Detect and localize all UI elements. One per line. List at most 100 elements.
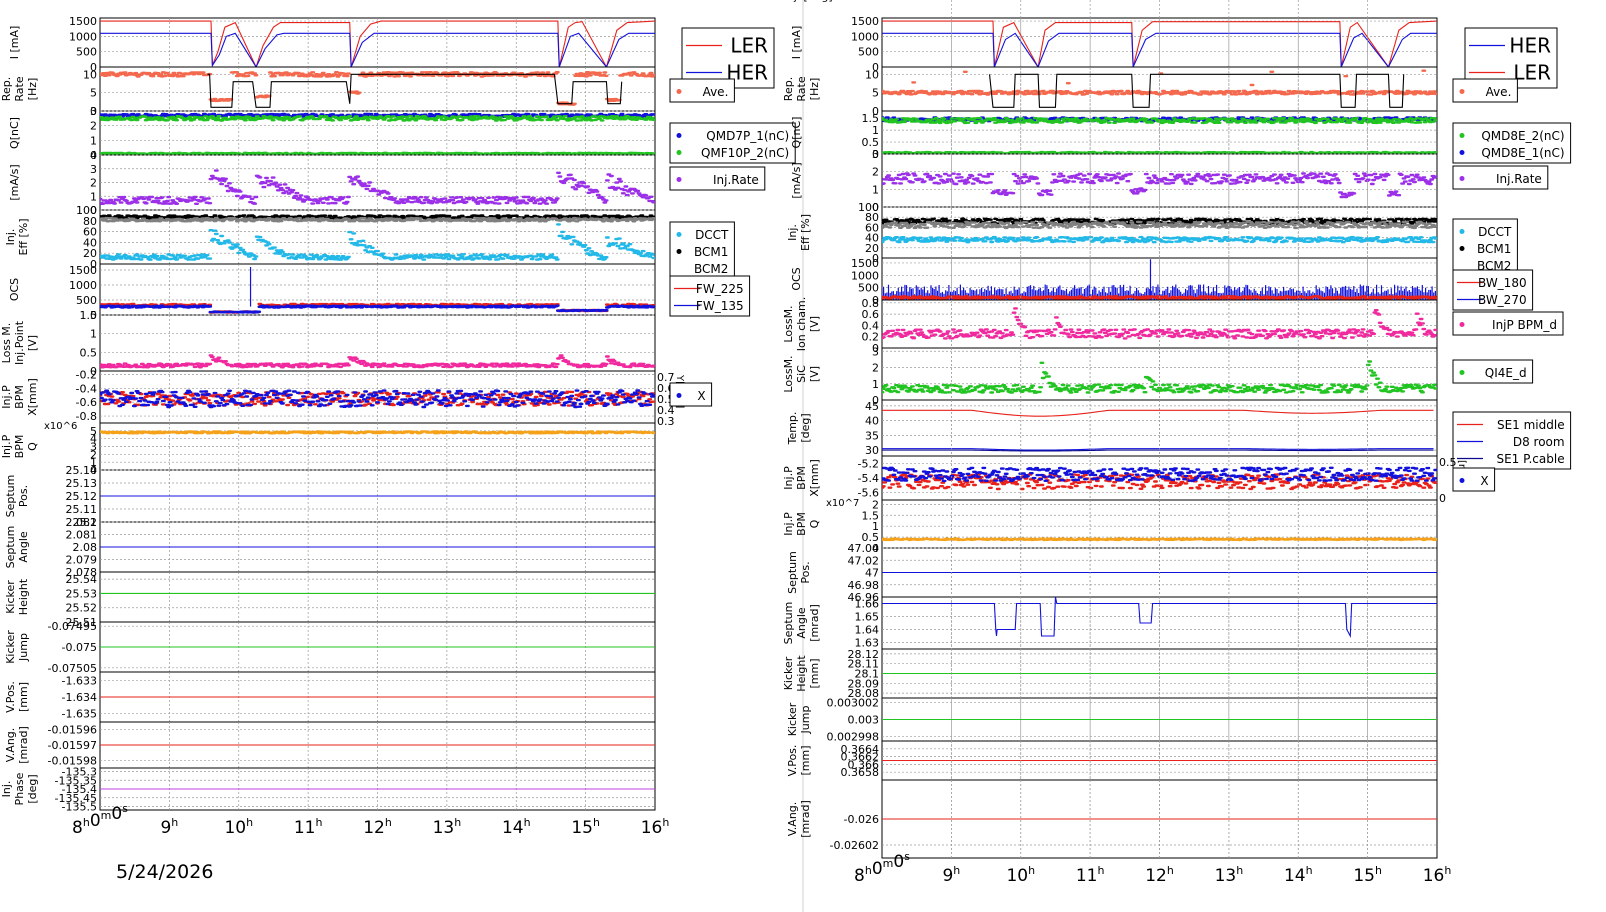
x-tick-label: 16h [1423, 864, 1452, 886]
legend: X [1452, 467, 1496, 492]
y-tick-label: 0 [872, 252, 879, 265]
legend-box [1452, 165, 1549, 190]
legend-label: Inj.Rate [713, 173, 759, 187]
x-tick-label: 14h [502, 816, 531, 838]
y-tick-label: 100 [858, 201, 879, 214]
y-tick-label: 1 [90, 134, 97, 147]
legend-marker [676, 133, 682, 138]
y-axis-label: LossM. [782, 305, 795, 342]
y-tick-label: -135.45 [55, 792, 97, 805]
y-axis-label: [deg] [799, 413, 812, 442]
series-markers [100, 304, 655, 314]
y-scale-label: x10^6 [44, 421, 77, 432]
legend-label: QMD7P_1(nC) [706, 129, 789, 143]
series-markers [882, 295, 1437, 300]
y-axis-label: [mrad] [808, 604, 821, 642]
legend-marker [676, 232, 682, 237]
y-tick-label: 1 [90, 190, 97, 203]
y-tick-label: 0.3662 [841, 751, 880, 764]
y-axis-label: [mm] [17, 682, 30, 712]
y-axis-label: Septum [786, 551, 799, 594]
legend: DCCT BCM1 BCM2 [1452, 218, 1518, 277]
y-axis-label: [mA/s] [8, 164, 21, 200]
y-tick-label: 0.2 [862, 331, 880, 344]
y-tick-label: 0.3658 [841, 766, 880, 779]
y-tick-label: 10 [83, 68, 97, 81]
y-tick-label: 1.5 [862, 112, 880, 125]
y-tick-label: -1.635 [62, 708, 97, 721]
x-tick-label: 15h [1353, 864, 1382, 886]
series-markers [882, 360, 1437, 394]
y-tick-label: 3 [90, 441, 97, 454]
series-markers [882, 466, 1437, 483]
legend-label: Ave. [1486, 85, 1512, 99]
y-axis-label: Inj.P [0, 434, 13, 458]
y-tick-label: 28.09 [848, 677, 880, 690]
y-tick-label: 1500 [851, 15, 879, 28]
series-line [988, 73, 1405, 108]
series-group [882, 307, 1437, 340]
y-axis-label: Kicker [786, 702, 799, 736]
y-tick-label: 0 [872, 542, 879, 555]
y-axis-label: Eff [%] [799, 214, 812, 251]
y-tick-label: 2 [872, 362, 879, 375]
y-tick-label: 0 [90, 309, 97, 322]
y-tick-label: 25.14 [66, 464, 98, 477]
y2-tick-label: 0.4 [657, 404, 675, 417]
legend-label: LER [1513, 61, 1551, 85]
legend: FW_225 FW_135 [669, 275, 751, 317]
y-axis-label: [V] [26, 335, 39, 351]
y-tick-label: -0.2 [76, 368, 97, 381]
y-axis-label: LossM. [782, 355, 795, 392]
legend: Ave. [1452, 78, 1518, 103]
y-axis-label: [deg] [803, 0, 832, 3]
y-tick-label: -135.35 [55, 774, 97, 787]
y-tick-label: 1000 [851, 30, 879, 43]
legend-box [669, 122, 796, 164]
legend-marker [1459, 370, 1465, 375]
y-axis-label: I [mA] [8, 26, 21, 60]
legend-label: BCM1 [694, 245, 728, 259]
series-group [882, 259, 1437, 300]
y-axis-label: V.Ang. [786, 802, 799, 837]
y-tick-label: 1500 [69, 15, 97, 28]
y-axis-label: Angle [795, 607, 808, 639]
y-axis-label: [mrad] [799, 800, 812, 838]
y-tick-label: 1 [872, 378, 879, 391]
subplot: -0.01596 -0.01597 -0.01598 V.Ang. [mrad] [4, 721, 656, 769]
legend-marker [1459, 478, 1465, 483]
series-group [100, 430, 655, 435]
y-axis-label: SiC [795, 365, 808, 383]
legend: BW_180 BW_270 [1452, 269, 1534, 311]
y-axis-label: Pos. [799, 561, 812, 583]
legend-label: Ave. [703, 85, 729, 99]
y-axis-label: Jump [17, 633, 30, 662]
y-tick-label: 0.5 [80, 346, 98, 359]
y-tick-label: 3 [90, 105, 97, 118]
y-axis-label: Q [26, 442, 39, 451]
legend-label: QMD8E_2(nC) [1481, 129, 1564, 143]
subplot: Inj.Phase[deg] [784, 0, 1368, 858]
legend: SE1 middle D8 room SE1 P.cable [1452, 411, 1572, 470]
y-tick-label: -1.633 [62, 674, 97, 687]
subplot: -135.3-135.35-135.4-135.45-135.5 Inj. Phas… [0, 766, 656, 814]
y-tick-label: 0.002998 [827, 731, 880, 744]
y-axis-label: V.Ang. [4, 728, 17, 763]
y-axis-label: Rep. [0, 77, 13, 101]
y-tick-label: 25.11 [66, 503, 98, 516]
y-tick-label: 25.54 [66, 573, 98, 586]
y-axis-label: Q [808, 519, 821, 528]
y-tick-label: 80 [865, 211, 879, 224]
y-tick-label: 25.12 [66, 490, 98, 503]
series-markers [100, 115, 655, 122]
legend-box [1452, 311, 1564, 336]
y-tick-label: 47.04 [848, 542, 880, 555]
x-tick-label: 11h [294, 816, 323, 838]
y-scale-label: x10^7 [826, 498, 859, 509]
